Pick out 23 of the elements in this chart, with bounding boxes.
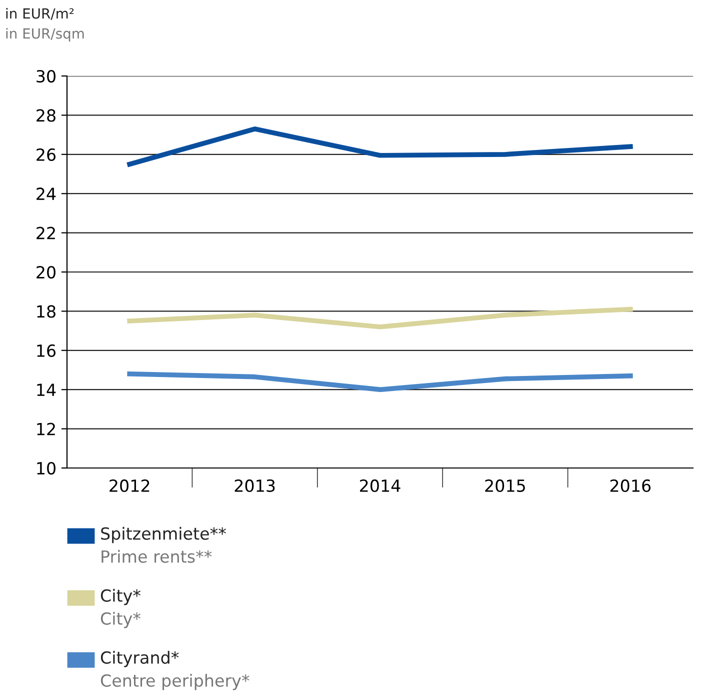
x-tick-label: 2012 xyxy=(110,479,150,492)
y-tick-label: 12 xyxy=(37,422,55,436)
y-tick-label: 26 xyxy=(36,148,56,161)
legend-label: City* City* xyxy=(100,588,140,628)
y-tick-label: 22 xyxy=(36,226,55,240)
y-tick-label: 10 xyxy=(37,462,56,475)
y-tick-label: 30 xyxy=(36,70,56,83)
y-tick-label: 18 xyxy=(37,305,56,318)
x-tick-label: 2013 xyxy=(234,479,275,492)
legend-label: Spitzenmiete** Prime rents** xyxy=(101,526,226,563)
x-tick-label: 2015 xyxy=(485,479,525,492)
line-series xyxy=(127,306,633,330)
y-tick-label: 24 xyxy=(36,188,56,200)
line-series xyxy=(127,371,633,392)
line-series xyxy=(127,126,633,167)
y-tick-label: 20 xyxy=(36,266,56,279)
x-tick-label: 2016 xyxy=(610,479,651,492)
y-tick-label: 28 xyxy=(36,109,56,122)
y-tick-label: 14 xyxy=(37,384,56,396)
legend-label: Cityrand* Centre periphery* xyxy=(100,650,250,690)
y-tick-label: 16 xyxy=(37,344,56,357)
y-axis-title: in EUR/m² in EUR/sqm xyxy=(6,8,84,42)
x-tick-label: 2014 xyxy=(360,479,400,492)
